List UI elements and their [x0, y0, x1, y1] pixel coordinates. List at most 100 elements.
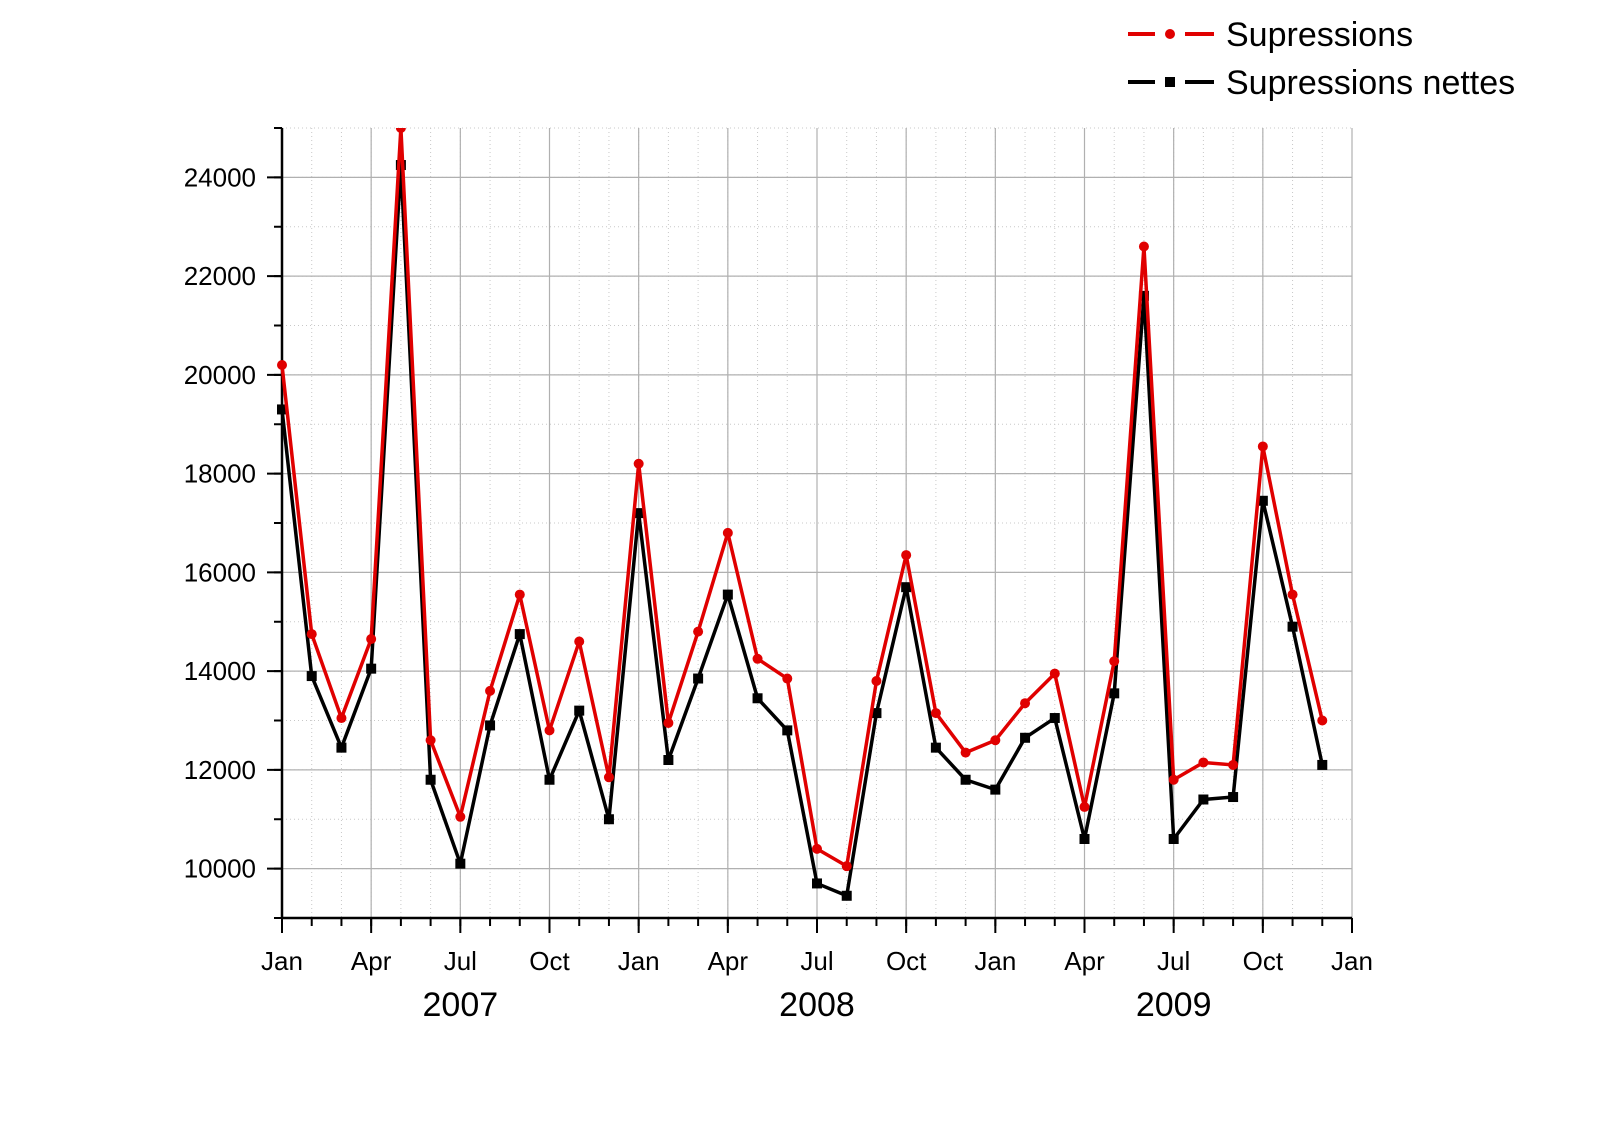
- legend-item: Supressions: [1128, 16, 1413, 54]
- series-line: [280, 128, 1324, 868]
- data-point: [1168, 834, 1179, 844]
- data-point: [395, 160, 406, 171]
- data-point: [514, 589, 525, 600]
- y-tick-label: 24000: [184, 162, 256, 192]
- data-point: [574, 636, 585, 647]
- y-tick-label: 14000: [184, 656, 256, 686]
- data-point: [1198, 794, 1209, 805]
- y-tick-labels: 10000 12000 14000 16000 18000 20000 22000 24000: [184, 162, 256, 883]
- data-point: [603, 772, 614, 783]
- data-point: [663, 755, 674, 765]
- data-point: [306, 629, 317, 640]
- year-label: 2009: [1136, 986, 1212, 1024]
- data-point: [1049, 713, 1060, 724]
- x-tick-label: Oct: [886, 946, 927, 976]
- data-point: [425, 774, 436, 785]
- legend-item: Supressions nettes: [1128, 64, 1515, 102]
- data-point: [485, 685, 496, 696]
- x-tick-label: Apr: [1064, 946, 1105, 976]
- x-tick-label: Oct: [1243, 946, 1284, 976]
- data-point: [871, 708, 882, 719]
- x-tick-label: Jan: [261, 946, 303, 976]
- data-point: [752, 693, 763, 704]
- x-tick-label: Apr: [708, 946, 749, 976]
- grid: [281, 127, 1353, 919]
- legend-label: Supressions: [1226, 16, 1413, 54]
- y-tick-label: 12000: [184, 755, 256, 785]
- data-point: [960, 747, 971, 758]
- year-labels: 2007 2008 2009: [423, 986, 1212, 1024]
- data-point: [336, 713, 347, 724]
- data-point: [574, 705, 585, 716]
- data-point: [1287, 621, 1298, 632]
- data-point: [812, 843, 822, 854]
- legend: Supressions Supressions nettes: [1128, 16, 1515, 102]
- data-point: [1020, 698, 1031, 709]
- x-tick-labels: Jan Apr Jul Oct Jan Apr Jul Oct Jan Apr Jul Oct Jan: [261, 946, 1373, 976]
- data-point: [960, 774, 971, 785]
- data-point: [1109, 688, 1120, 699]
- x-tick-label: Jul: [444, 946, 477, 976]
- axes: [267, 127, 1353, 933]
- data-point: [1168, 774, 1179, 785]
- data-point: [1287, 589, 1298, 600]
- data-point: [871, 676, 882, 686]
- data-point: [782, 725, 793, 736]
- data-point: [1228, 792, 1239, 803]
- data-point: [633, 508, 644, 519]
- data-point: [722, 527, 733, 538]
- y-tick-label: 16000: [184, 557, 256, 587]
- year-label: 2007: [423, 986, 499, 1024]
- data-point: [1138, 241, 1149, 252]
- data-point: [455, 811, 466, 822]
- data-point: [782, 673, 793, 684]
- y-tick-label: 10000: [184, 854, 256, 884]
- data-point: [901, 550, 912, 561]
- data-point: [277, 360, 287, 370]
- y-tick-label: 22000: [184, 261, 256, 291]
- data-point: [306, 671, 317, 682]
- data-point: [425, 735, 436, 746]
- data-point: [633, 458, 644, 469]
- x-tick-label: Jan: [1331, 946, 1373, 976]
- data-point: [990, 784, 1001, 795]
- x-tick-label: Jan: [618, 946, 660, 976]
- data-point: [366, 634, 377, 645]
- data-point: [1257, 495, 1268, 506]
- series-line: [280, 163, 1324, 898]
- data-point: [901, 582, 912, 593]
- data-point: [693, 673, 704, 684]
- data-point: [514, 629, 525, 640]
- data-point: [1020, 732, 1031, 743]
- x-tick-label: Jan: [974, 946, 1016, 976]
- data-point: [336, 742, 347, 753]
- y-tick-label: 18000: [184, 459, 256, 489]
- data-point: [366, 663, 377, 674]
- data-point: [663, 717, 674, 728]
- legend-label: Supressions nettes: [1226, 64, 1515, 102]
- series-supressions: [277, 128, 1328, 872]
- x-tick-label: Jul: [1157, 946, 1190, 976]
- data-point: [1079, 801, 1090, 812]
- year-label: 2008: [779, 986, 855, 1024]
- data-point: [455, 858, 466, 869]
- data-point: [1317, 759, 1328, 770]
- data-point: [930, 708, 941, 719]
- data-point: [1228, 759, 1239, 770]
- x-tick-label: Jul: [800, 946, 833, 976]
- data-point: [1257, 441, 1268, 452]
- data-point: [485, 720, 496, 731]
- data-point: [1049, 668, 1060, 679]
- x-tick-label: Oct: [529, 946, 570, 976]
- x-tick-label: Apr: [351, 946, 392, 976]
- data-point: [693, 626, 704, 637]
- series-supressions-nettes: [277, 160, 1328, 901]
- series: [277, 128, 1328, 901]
- data-point: [990, 735, 1001, 746]
- data-point: [277, 404, 287, 415]
- legend-marker: [1165, 77, 1175, 87]
- data-point: [544, 774, 555, 785]
- data-point: [395, 128, 406, 133]
- data-point: [812, 878, 822, 889]
